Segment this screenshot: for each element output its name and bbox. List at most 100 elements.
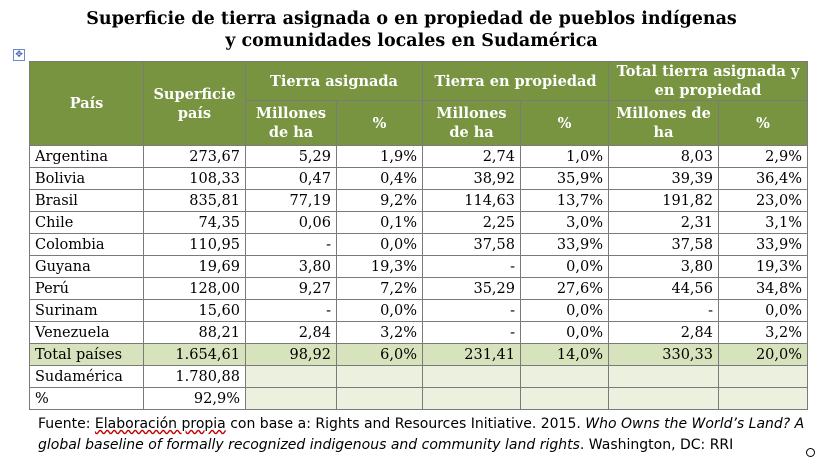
title-line-1: Superficie de tierra asignada o en propi… (86, 9, 737, 29)
cell-propiedad-mha: - (422, 299, 521, 322)
table-title: Superficie de tierra asignada o en propi… (0, 8, 823, 52)
header-tierra-asignada: Tierra asignada (245, 61, 423, 101)
cell-asignada-pct: 3,2% (336, 321, 423, 344)
cell-asignada-pct: 0,0% (336, 299, 423, 322)
subheader-millones: Millones de ha (245, 100, 337, 146)
header-tierra-propiedad: Tierra en propiedad (422, 61, 609, 101)
source-prefix: Fuente: (38, 416, 95, 432)
cell-total-mha: 191,82 (608, 189, 719, 212)
cell-superficie: 19,69 (143, 255, 246, 278)
empty-cell (336, 365, 423, 388)
cell-propiedad-pct: 1,0% (520, 145, 609, 168)
cell-asignada-pct: 9,2% (336, 189, 423, 212)
cell-superficie: 110,95 (143, 233, 246, 256)
cell-total-pct: 36,4% (717, 167, 809, 190)
cell-propiedad-mha: 2,74 (422, 145, 521, 168)
subheader-pct: % (336, 100, 423, 146)
source-mid: con base a: Rights and Resources Initiat… (225, 416, 586, 432)
cell-asignada-mha: - (245, 299, 337, 322)
empty-cell (336, 387, 423, 410)
cell-total-pct: 3,1% (717, 211, 809, 234)
table-row: Perú 128,00 9,27 7,2% 35,29 27,6% 44,56 … (29, 277, 809, 300)
table-row: Chile 74,35 0,06 0,1% 2,25 3,0% 2,31 3,1… (29, 211, 809, 234)
cell-propiedad-mha: - (422, 255, 521, 278)
cell-asignada-pct: 19,3% (336, 255, 423, 278)
cell-propiedad-mha: 37,58 (422, 233, 521, 256)
cell-superficie: 1.654,61 (143, 343, 246, 366)
cell-total-mha: 2,84 (608, 321, 719, 344)
subheader-pct: % (520, 100, 609, 146)
end-of-cell-mark-icon (806, 448, 815, 457)
table-row: Argentina 273,67 5,29 1,9% 2,74 1,0% 8,0… (29, 145, 809, 168)
header-total-tierra: Total tierra asignada y en propiedad (607, 61, 809, 101)
table-row: Brasil 835,81 77,19 9,2% 114,63 13,7% 19… (29, 189, 809, 212)
land-table: País Superficie país Tierra asignada Tie… (29, 61, 809, 410)
table-move-cross-icon[interactable]: ✥ (13, 49, 25, 61)
cell-asignada-pct: 0,0% (336, 233, 423, 256)
cell-pais: Argentina (29, 145, 144, 168)
cell-total-mha: - (608, 299, 719, 322)
cell-total-pct: 34,8% (717, 277, 809, 300)
cell-percent-value: 92,9% (143, 387, 246, 410)
table-row: Surinam 15,60 - 0,0% - 0,0% - 0,0% (29, 299, 809, 322)
cell-pais: Guyana (29, 255, 144, 278)
title-line-2: y comunidades locales en Sudamérica (225, 31, 598, 51)
source-title: Who Owns the World’s Land? A global base… (38, 416, 805, 453)
cell-superficie: 74,35 (143, 211, 246, 234)
cell-total-mha: 8,03 (608, 145, 719, 168)
cell-asignada-pct: 1,9% (336, 145, 423, 168)
cell-superficie: 15,60 (143, 299, 246, 322)
cell-superficie: 88,21 (143, 321, 246, 344)
cell-total-pct: 2,9% (717, 145, 809, 168)
empty-cell (245, 387, 337, 410)
cell-asignada-mha: 0,06 (245, 211, 337, 234)
cell-asignada-mha: 98,92 (245, 343, 337, 366)
cell-total-pct: 19,3% (717, 255, 809, 278)
cell-pais: Surinam (29, 299, 144, 322)
cell-propiedad-mha: - (422, 321, 521, 344)
cell-propiedad-pct: 0,0% (520, 255, 609, 278)
source-suffix: . Washington, DC: RRI (579, 437, 734, 453)
cell-propiedad-pct: 14,0% (520, 343, 609, 366)
header-pais: País (29, 61, 144, 146)
cell-asignada-mha: 2,84 (245, 321, 337, 344)
empty-cell (422, 387, 521, 410)
cell-propiedad-mha: 2,25 (422, 211, 521, 234)
cell-propiedad-pct: 0,0% (520, 321, 609, 344)
empty-cell (717, 387, 809, 410)
empty-cell (717, 365, 809, 388)
cell-propiedad-pct: 0,0% (520, 299, 609, 322)
cell-superficie: 128,00 (143, 277, 246, 300)
cell-asignada-mha: 5,29 (245, 145, 337, 168)
cell-propiedad-pct: 35,9% (520, 167, 609, 190)
cell-sudamerica-value: 1.780,88 (143, 365, 246, 388)
cell-propiedad-pct: 13,7% (520, 189, 609, 212)
total-row: Total países 1.654,61 98,92 6,0% 231,41 … (29, 343, 809, 366)
subheader-millones: Millones de ha (608, 100, 719, 146)
cell-superficie: 835,81 (143, 189, 246, 212)
cell-asignada-pct: 0,1% (336, 211, 423, 234)
cell-pais: Brasil (29, 189, 144, 212)
cell-total-mha: 39,39 (608, 167, 719, 190)
cell-pais: Bolivia (29, 167, 144, 190)
cell-sudamerica-label: Sudamérica (29, 365, 144, 388)
cell-asignada-mha: 77,19 (245, 189, 337, 212)
table-row: Guyana 19,69 3,80 19,3% - 0,0% 3,80 19,3… (29, 255, 809, 278)
cell-pais: Venezuela (29, 321, 144, 344)
sudamerica-row: Sudamérica 1.780,88 (29, 365, 809, 388)
cell-total-mha: 330,33 (608, 343, 719, 366)
source-note: Fuente: Elaboración propia con base a: R… (38, 414, 808, 456)
empty-cell (520, 365, 609, 388)
subheader-pct: % (717, 100, 809, 146)
empty-cell (520, 387, 609, 410)
cell-asignada-mha: 9,27 (245, 277, 337, 300)
cell-propiedad-mha: 114,63 (422, 189, 521, 212)
cell-total-pct: 3,2% (717, 321, 809, 344)
cell-total-mha: 3,80 (608, 255, 719, 278)
source-underlined: Elaboración propia (94, 416, 226, 432)
cell-superficie: 273,67 (143, 145, 246, 168)
cell-total-mha: 44,56 (608, 277, 719, 300)
cell-asignada-mha: - (245, 233, 337, 256)
cell-superficie: 108,33 (143, 167, 246, 190)
empty-cell (422, 365, 521, 388)
